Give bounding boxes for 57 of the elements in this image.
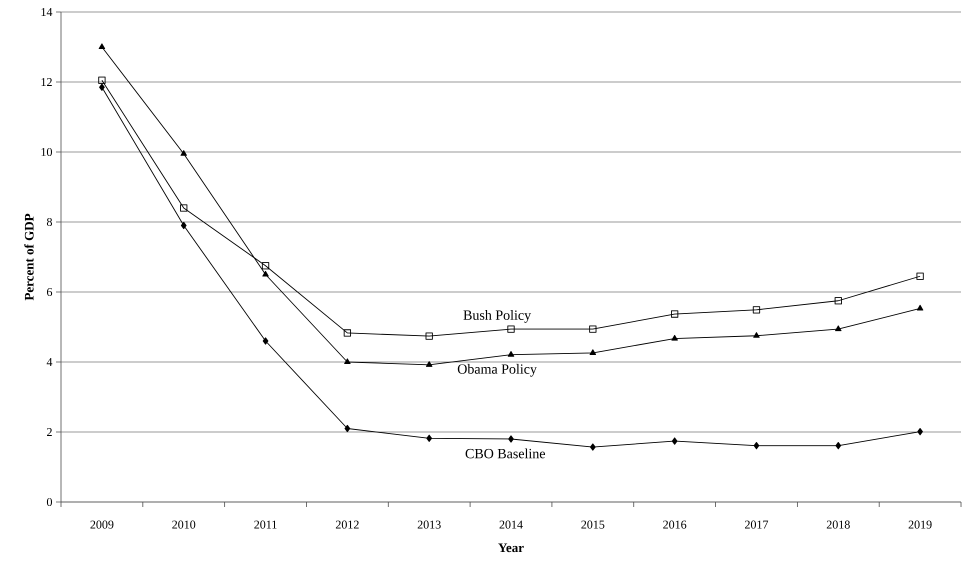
point xyxy=(917,428,923,436)
y-tick-label: 2 xyxy=(47,428,52,436)
point xyxy=(180,150,187,156)
x-tick-label: 2019 xyxy=(908,520,932,529)
x-tick-label: 2011 xyxy=(254,520,277,529)
series-label: CBO Baseline xyxy=(466,448,546,458)
point xyxy=(99,84,105,91)
point xyxy=(426,434,432,442)
point xyxy=(508,350,514,357)
point xyxy=(671,334,678,341)
x-tick-label: 2016 xyxy=(663,520,686,529)
point xyxy=(671,310,678,318)
point xyxy=(589,325,596,333)
y-axis-title: Percent of GDP xyxy=(24,214,34,300)
y-tick-label: 6 xyxy=(46,288,52,296)
y-tick-label: 14 xyxy=(42,8,52,16)
point xyxy=(916,304,924,310)
point xyxy=(754,442,760,450)
x-tick-label: 2013 xyxy=(418,520,441,529)
series-label: Obama Policy xyxy=(458,364,537,377)
point xyxy=(835,325,842,332)
point xyxy=(262,270,269,277)
point xyxy=(180,204,188,212)
x-tick-label: 2018 xyxy=(826,520,850,529)
point xyxy=(752,306,760,314)
y-tick-label: 12 xyxy=(42,78,52,86)
point xyxy=(753,332,760,338)
y-tick-label: 4 xyxy=(46,358,52,366)
x-tick-label: 2017 xyxy=(745,520,768,529)
point xyxy=(344,329,352,337)
y-tick-label: 8 xyxy=(46,218,52,226)
x-tick-label: 2012 xyxy=(336,520,359,529)
point xyxy=(262,262,270,270)
x-tick-label: 2009 xyxy=(90,520,114,529)
series-label: Bush Policy xyxy=(463,310,532,323)
point xyxy=(590,349,596,355)
point xyxy=(180,222,187,230)
point xyxy=(98,76,106,84)
point xyxy=(344,358,351,364)
point xyxy=(98,43,106,50)
point xyxy=(426,332,433,340)
point xyxy=(262,337,268,345)
point xyxy=(834,297,842,304)
point xyxy=(916,272,924,280)
point xyxy=(344,424,350,432)
x-tick-label: 2015 xyxy=(581,520,604,529)
point xyxy=(590,443,596,451)
point xyxy=(507,325,515,333)
x-tick-label: 2014 xyxy=(500,520,523,529)
point xyxy=(672,437,678,445)
y-tick-label: 0 xyxy=(46,498,52,506)
y-tick-label: 10 xyxy=(42,148,52,156)
point xyxy=(508,435,514,443)
x-axis-title: Year xyxy=(498,543,524,552)
point xyxy=(835,442,842,450)
x-tick-label: 2010 xyxy=(172,520,196,529)
point xyxy=(426,361,432,367)
